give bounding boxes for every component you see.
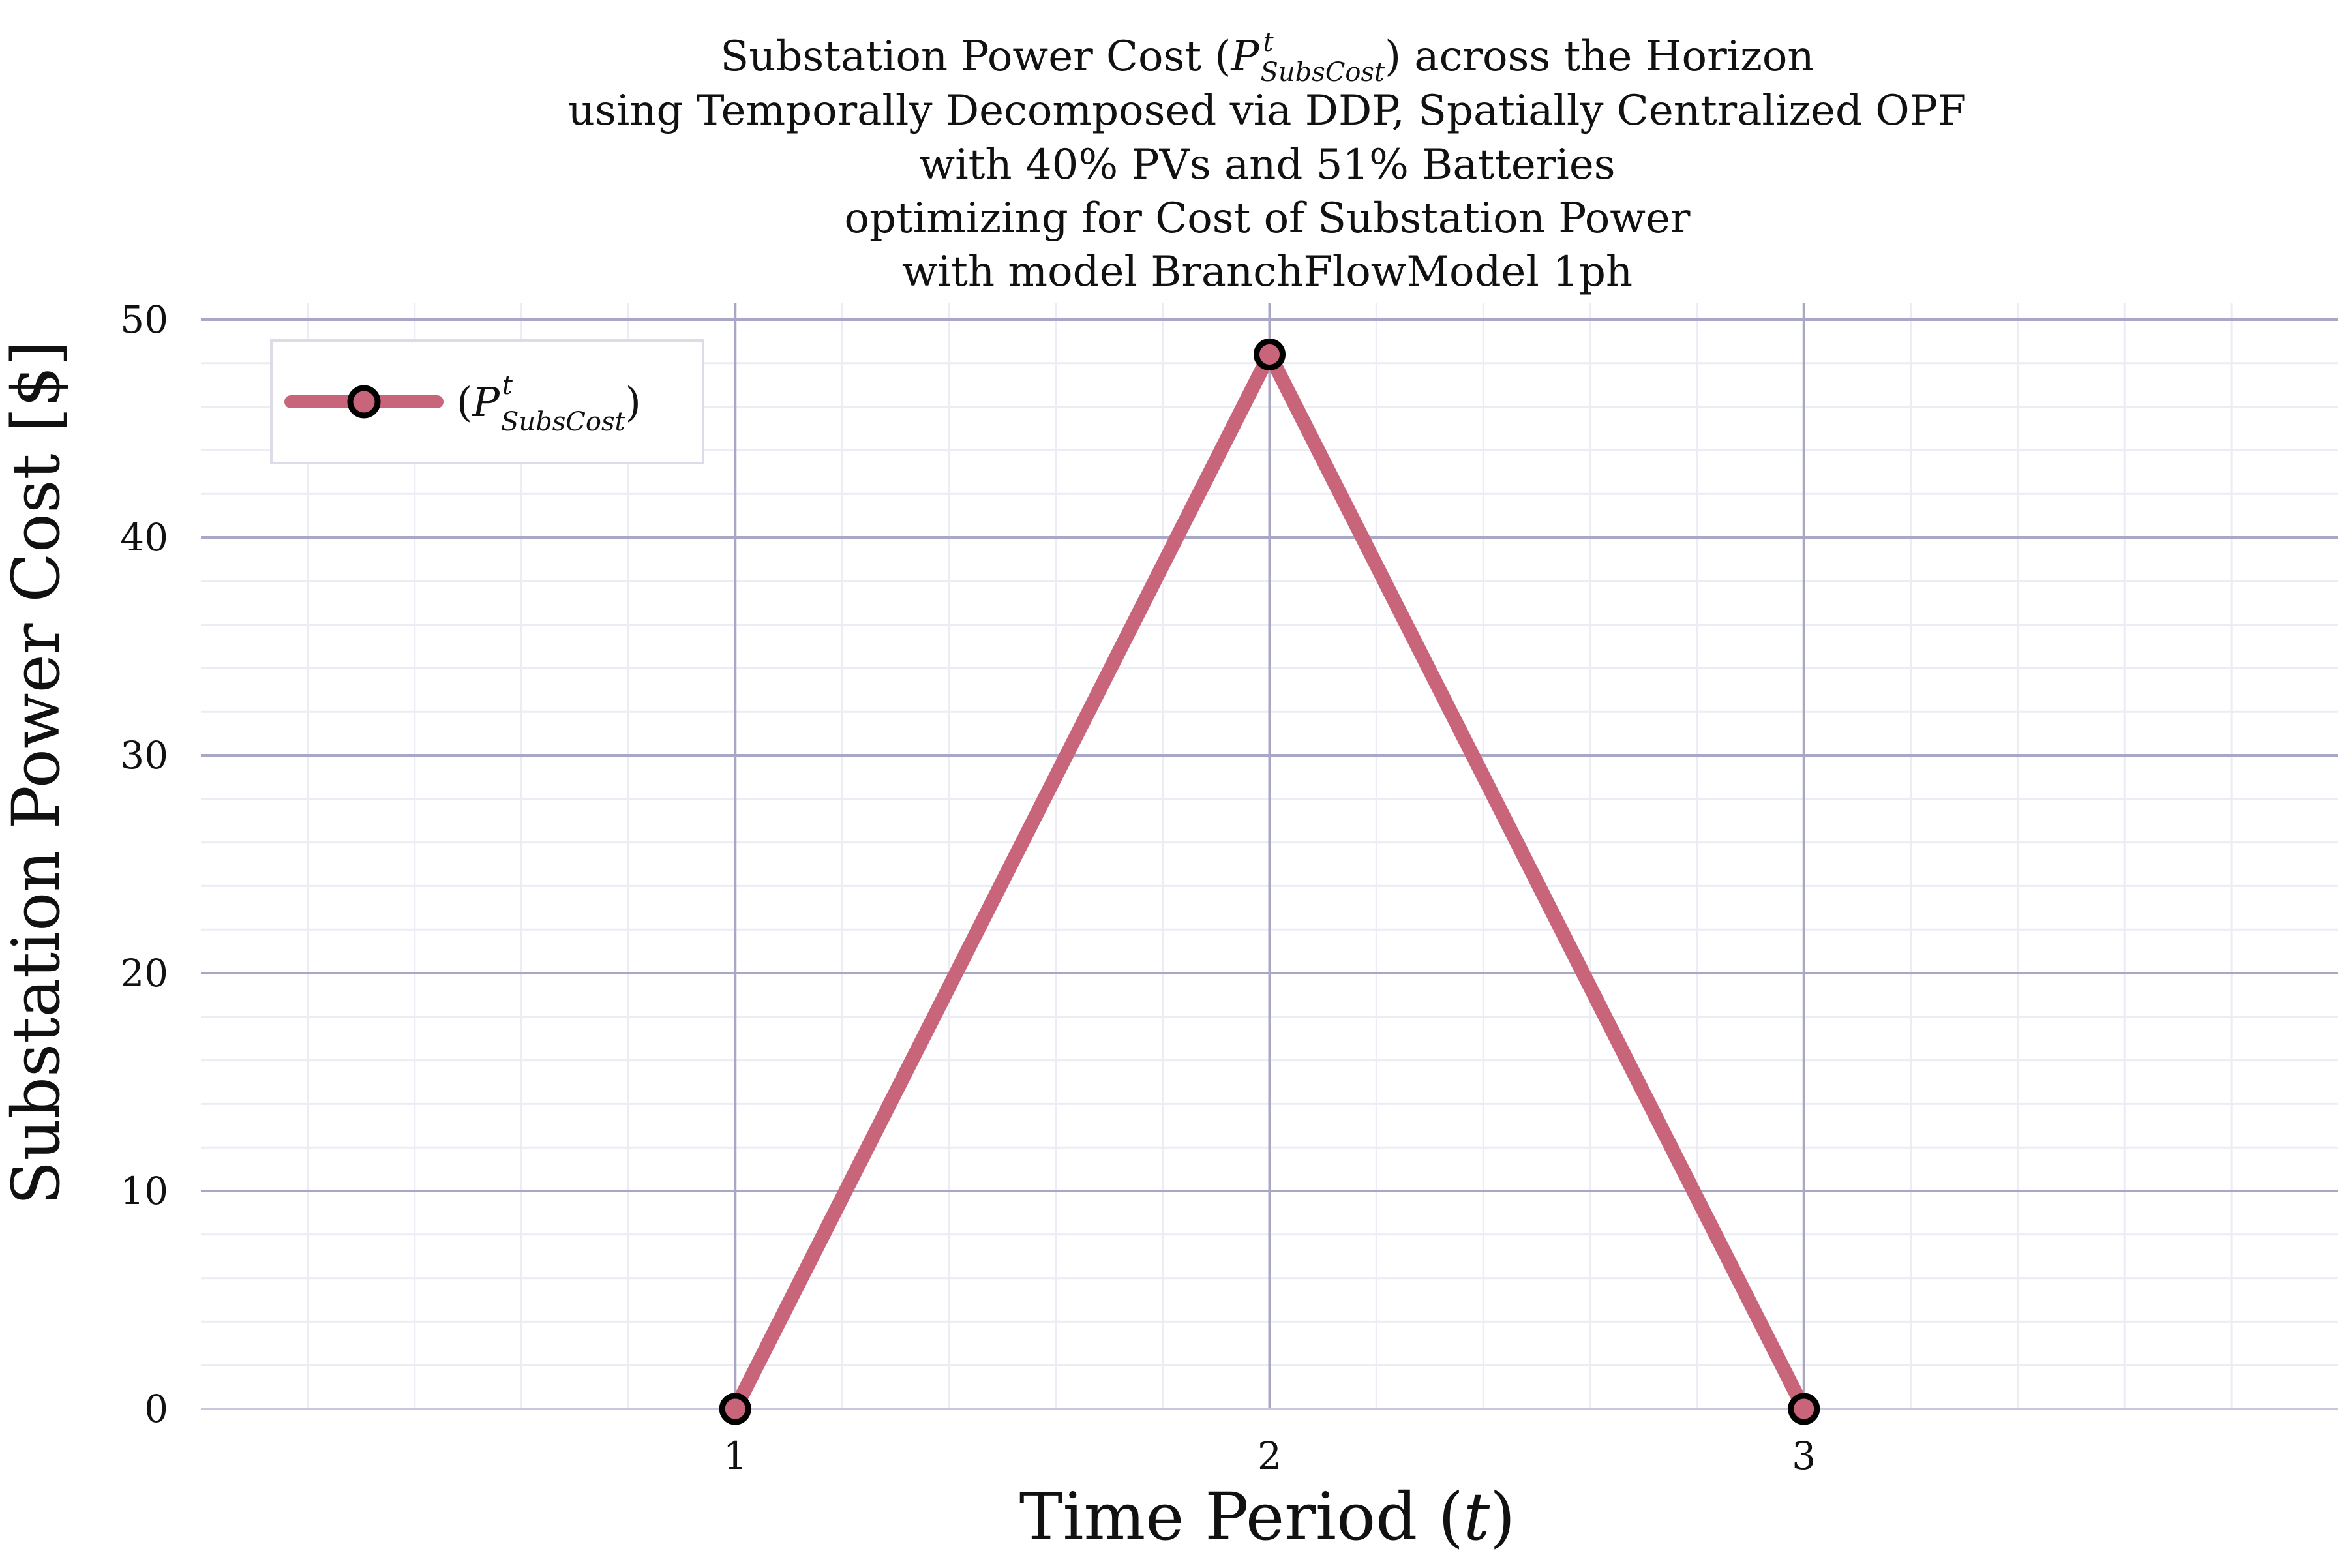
legend-label: (P t SubsCost): [457, 370, 641, 437]
x-axis-ticks: 1 2 3: [723, 1434, 1816, 1478]
y-tick-label: 30: [120, 733, 168, 777]
x-tick-label: 1: [723, 1434, 747, 1478]
y-tick-label: 40: [120, 515, 168, 560]
y-axis-ticks: 0 10 20 30 40 50: [120, 297, 168, 1431]
series-layer: [719, 338, 1820, 1425]
chart-title: Substation Power Cost (P t SubsCost) acros…: [568, 27, 1966, 296]
y-tick-label: 50: [120, 297, 168, 342]
title-line-1: Substation Power Cost (P t SubsCost) acros…: [720, 27, 1814, 87]
title-line-2: using Temporally Decomposed via DDP, Spa…: [568, 87, 1966, 135]
y-tick-label: 20: [120, 951, 168, 995]
data-point-marker: [1254, 338, 1286, 370]
x-tick-label: 3: [1792, 1434, 1816, 1478]
legend-marker-swatch: [347, 385, 381, 419]
legend: (P t SubsCost): [270, 339, 704, 464]
major-grid: [201, 303, 2338, 1409]
title-line-5: with model BranchFlowModel 1ph: [902, 248, 1633, 296]
title-line-3: with 40% PVs and 51% Batteries: [919, 141, 1615, 189]
x-axis-label: Time Period (t): [1019, 1479, 1515, 1555]
y-axis-label: Substation Power Cost [$]: [0, 340, 74, 1205]
y-tick-label: 0: [144, 1387, 168, 1431]
y-tick-label: 10: [120, 1169, 168, 1213]
data-point-marker: [1788, 1393, 1820, 1425]
x-tick-label: 2: [1257, 1434, 1282, 1478]
title-line-4: optimizing for Cost of Substation Power: [845, 194, 1691, 243]
data-point-marker: [719, 1393, 751, 1425]
